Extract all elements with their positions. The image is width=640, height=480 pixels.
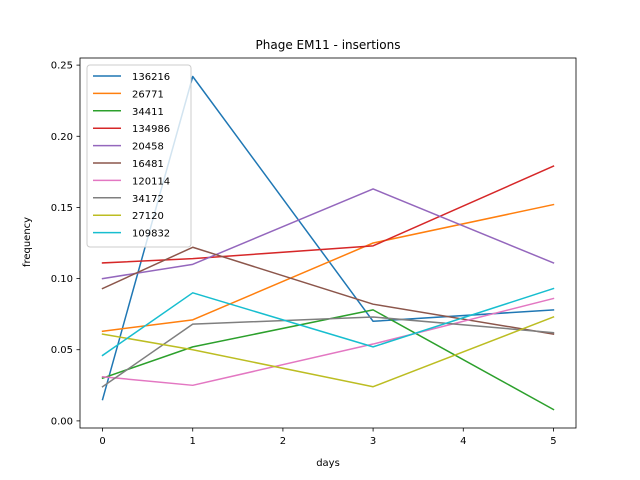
series-line-109832 <box>101 287 555 357</box>
series-line-134986 <box>101 165 555 264</box>
series-line-120114 <box>101 297 555 387</box>
y-tick-label: 0.00 <box>51 416 73 427</box>
x-axis-label: days <box>316 458 340 469</box>
y-tick-label: 0.15 <box>51 203 73 214</box>
plot-area: 0 1 2 3 4 5 0.00 0.05 0.10 0.15 0.20 0.25 136216 2677… <box>51 57 577 447</box>
series-line-27120 <box>101 316 555 388</box>
legend-label-20458: 20458 <box>132 142 164 153</box>
x-tick-label: 0 <box>99 436 105 447</box>
series-line-16481 <box>101 246 555 335</box>
legend-label-16481: 16481 <box>132 159 164 170</box>
legend-label-34411: 34411 <box>132 107 164 118</box>
x-tick-label: 2 <box>280 436 286 447</box>
legend-label-26771: 26771 <box>132 89 164 100</box>
plot-frame <box>79 57 577 429</box>
x-tick-label: 5 <box>550 436 556 447</box>
legend-label-34172: 34172 <box>132 194 164 205</box>
legend-label-27120: 27120 <box>132 211 164 222</box>
y-tick-label: 0.25 <box>51 61 73 72</box>
y-tick-label: 0.20 <box>51 132 73 143</box>
y-axis-label: frequency <box>22 217 33 267</box>
x-tick-label: 3 <box>370 436 376 447</box>
y-tick-label: 0.05 <box>51 345 73 356</box>
series-line-34411 <box>101 309 555 411</box>
y-tick-label: 0.10 <box>51 274 73 285</box>
x-tick-label: 1 <box>190 436 196 447</box>
x-tick-label: 4 <box>460 436 466 447</box>
legend-label-109832: 109832 <box>132 229 170 240</box>
legend-label-136216: 136216 <box>132 72 170 83</box>
series-line-26771 <box>101 203 555 333</box>
legend-label-134986: 134986 <box>132 124 170 135</box>
legend-label-120114: 120114 <box>132 176 170 187</box>
series-line-20458 <box>101 188 555 280</box>
chart-title: Phage EM11 - insertions <box>256 38 401 52</box>
